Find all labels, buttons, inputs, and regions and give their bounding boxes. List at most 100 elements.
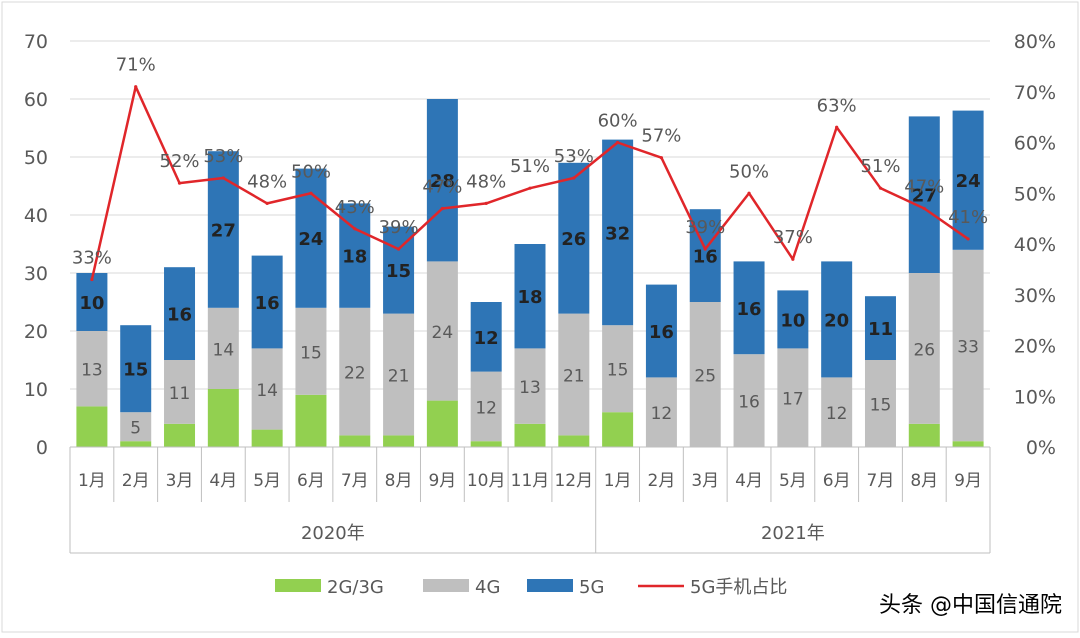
x-tick-label: 6月 xyxy=(297,471,325,491)
bar-value-label: 21 xyxy=(388,367,410,387)
bar-segment xyxy=(207,307,239,389)
bar-segment xyxy=(908,423,940,447)
bar-value-label: 24 xyxy=(956,171,981,192)
bar-segment xyxy=(295,394,327,447)
y-left-tick-label: 20 xyxy=(24,321,48,343)
bar-segment xyxy=(164,360,196,424)
bar-segment xyxy=(164,423,196,447)
bar-segment xyxy=(821,261,853,378)
bar-value-label: 12 xyxy=(474,328,499,349)
bar-segment xyxy=(908,116,940,274)
bar-segment xyxy=(339,435,371,447)
x-tick-label: 7月 xyxy=(867,471,895,491)
bar-segment xyxy=(952,110,984,250)
bar-segment xyxy=(470,371,502,442)
x-tick-label: 1月 xyxy=(604,471,632,491)
bar-segment xyxy=(514,423,546,447)
bar-segment xyxy=(251,348,283,430)
share-line-label: 53% xyxy=(554,146,594,167)
bar-value-label: 26 xyxy=(561,229,586,250)
bar-segment xyxy=(952,249,984,442)
share-line-label: 71% xyxy=(116,55,156,76)
share-line: 33%71%52% 53%48% 50%43%39%47% 48%51% 53%60%5… xyxy=(72,55,988,282)
bar-value-label: 15 xyxy=(300,343,322,363)
axes: 0 10 20 30 40 50 60 70 0% 10% 20% 30% 40% 50% 60% 70% 80… xyxy=(24,31,1056,554)
share-line-point xyxy=(90,277,94,282)
share-line-point xyxy=(265,201,269,205)
bar-value-label: 25 xyxy=(694,367,716,387)
bar-segment xyxy=(777,348,809,447)
x-tick-label: 5月 xyxy=(779,471,807,491)
bar-labels: 13 10 5 15 11 16 14 27 14 16 15 24 22 18 21 15 24 28 12 12 1… xyxy=(79,171,980,439)
legend-label: 4G xyxy=(475,577,500,598)
share-line-label: 41% xyxy=(948,207,988,228)
bar-segment xyxy=(514,348,546,424)
x-tick-label: 8月 xyxy=(910,471,938,491)
bar-segment xyxy=(76,331,108,407)
x-tick-label: 9月 xyxy=(428,471,456,491)
bar-segment xyxy=(426,99,458,262)
share-line-label: 53% xyxy=(203,146,243,167)
share-line-point xyxy=(353,227,357,231)
share-line-point xyxy=(922,206,926,211)
bar-value-label: 22 xyxy=(344,364,366,384)
share-line-label: 47% xyxy=(904,176,944,197)
bar-segment xyxy=(645,284,677,378)
bar-value-label: 13 xyxy=(81,361,103,381)
bar-segment xyxy=(821,377,853,447)
x-tick-label: 5月 xyxy=(253,471,281,491)
share-line-label: 48% xyxy=(247,171,287,192)
bar-value-label: 26 xyxy=(913,340,935,360)
bar-value-label: 28 xyxy=(430,171,455,192)
bar-value-label: 16 xyxy=(737,299,762,320)
bar-value-label: 24 xyxy=(298,229,323,250)
share-line-label: 63% xyxy=(817,95,857,116)
bar-segment xyxy=(602,139,634,326)
x-tick-label: 6月 xyxy=(823,471,851,491)
bar-value-label: 16 xyxy=(649,322,674,343)
bar-value-label: 21 xyxy=(563,367,585,387)
bar-value-label: 14 xyxy=(213,340,235,360)
bar-value-label: 20 xyxy=(824,310,849,331)
legend-label: 2G/3G xyxy=(327,577,384,598)
share-line-point xyxy=(440,206,444,211)
y-left-tick-label: 60 xyxy=(24,89,48,111)
bar-segment xyxy=(470,441,502,447)
bar-value-label: 16 xyxy=(167,305,192,326)
y-right-tick-label: 0% xyxy=(1026,437,1056,459)
share-line-point xyxy=(396,247,401,251)
share-line-point xyxy=(747,191,751,195)
bars xyxy=(76,99,984,447)
bar-value-label: 15 xyxy=(870,396,892,416)
bar-segment xyxy=(689,302,721,447)
bar-value-label: 32 xyxy=(605,223,630,244)
watermark: 头条 @中国信通院 xyxy=(879,593,1062,618)
share-line-label: 47% xyxy=(422,176,462,197)
bar-segment xyxy=(164,267,196,360)
bar-value-label: 12 xyxy=(826,404,848,424)
y-right-tick-label: 10% xyxy=(1014,386,1056,408)
share-line-label: 43% xyxy=(335,197,375,218)
legend-swatch xyxy=(423,579,469,592)
bar-value-label: 12 xyxy=(475,398,497,418)
bar-segment xyxy=(952,441,984,447)
group-label: 2021年 xyxy=(761,523,825,544)
bar-value-label: 16 xyxy=(255,293,280,314)
legend-label: 5G手机占比 xyxy=(690,577,787,598)
bar-value-label: 5 xyxy=(130,419,141,439)
share-line-point xyxy=(221,176,225,180)
legend-swatch xyxy=(275,579,321,592)
y-right-tick-label: 80% xyxy=(1014,31,1056,53)
share-line-point xyxy=(134,85,138,89)
bar-value-label: 10 xyxy=(79,293,104,314)
bar-segment xyxy=(76,406,108,447)
bar-value-label: 17 xyxy=(782,390,804,410)
bar-value-label: 10 xyxy=(780,310,805,331)
share-line-label: 52% xyxy=(160,151,200,172)
group-label: 2020年 xyxy=(301,523,365,544)
legend-label: 5G xyxy=(579,577,604,598)
y-left-tick-label: 30 xyxy=(24,263,48,285)
share-line-point xyxy=(791,257,795,261)
share-line-label: 50% xyxy=(729,161,769,182)
share-line-label: 39% xyxy=(685,217,725,238)
